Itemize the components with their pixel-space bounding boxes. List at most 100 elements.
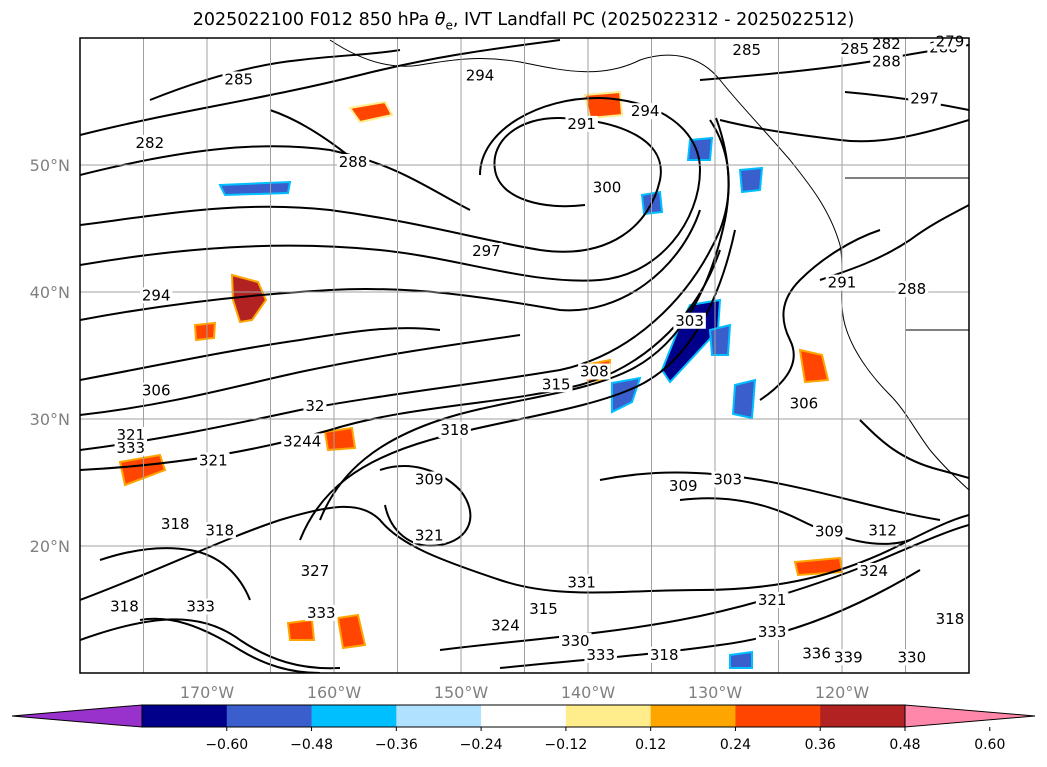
ivt-patch bbox=[348, 100, 394, 124]
colorbar-tick-label: 0.60 bbox=[974, 737, 1005, 753]
plot-area: 2852822942882912943002972943063232443213… bbox=[79, 32, 970, 674]
contour-line bbox=[80, 145, 471, 211]
contour-label-bg bbox=[463, 67, 497, 84]
contour-line bbox=[149, 49, 401, 101]
colorbar-band bbox=[226, 705, 313, 727]
contour-label: 318 bbox=[205, 521, 234, 539]
theta-e-contours bbox=[80, 39, 969, 673]
ivt-patch bbox=[611, 376, 642, 414]
contour-label: 318 bbox=[110, 598, 139, 616]
colorbar-band bbox=[820, 705, 906, 727]
contour-label: 303 bbox=[675, 312, 704, 330]
contour-label: 315 bbox=[542, 375, 571, 393]
colorbar-extend-high bbox=[904, 704, 1036, 728]
contour-label-bg bbox=[222, 71, 255, 88]
contour-line bbox=[379, 465, 472, 547]
contour-label-bg bbox=[825, 274, 859, 291]
longitude-labels: 170°W 160°W 150°W 140°W 130°W 120°W bbox=[180, 683, 870, 702]
colorbar-tick-label: 0.24 bbox=[720, 737, 751, 753]
contour-label: 333 bbox=[586, 646, 615, 664]
contour-label-bg bbox=[813, 523, 846, 540]
colorbar-outline bbox=[141, 704, 906, 728]
contour-label: 336 bbox=[802, 644, 831, 662]
contour-line bbox=[80, 116, 662, 253]
contour-label: 321 bbox=[199, 451, 228, 469]
contour-label-bg bbox=[628, 103, 662, 120]
contour-line bbox=[499, 569, 921, 669]
contour-line bbox=[80, 209, 701, 321]
ivt-patch bbox=[708, 323, 732, 356]
contour-label: 309 bbox=[669, 477, 698, 495]
lat-tick-label: 30°N bbox=[30, 410, 70, 429]
contour-label-bg bbox=[673, 312, 706, 329]
ivt-patch bbox=[738, 166, 764, 194]
contour-label: 294 bbox=[631, 102, 660, 120]
contour-label: 331 bbox=[567, 573, 596, 591]
contour-label: 285 bbox=[840, 40, 869, 58]
contour-label: 294 bbox=[142, 286, 171, 304]
contour-label-bg bbox=[870, 35, 903, 52]
contour-line bbox=[319, 117, 730, 521]
ivt-patch bbox=[798, 348, 830, 384]
title-subscript: e bbox=[445, 18, 453, 33]
contour-label: 321 bbox=[758, 591, 787, 609]
contour-label: 294 bbox=[466, 67, 495, 85]
contour-label-bg bbox=[139, 382, 173, 399]
ivt-patch bbox=[118, 453, 167, 487]
contour-label: 309 bbox=[415, 471, 444, 489]
contour-label: 327 bbox=[301, 562, 330, 580]
contour-label-bg bbox=[197, 452, 230, 469]
ivt-patch bbox=[193, 321, 217, 342]
contour-label: 297 bbox=[910, 90, 939, 108]
contour-label: 291 bbox=[828, 274, 857, 292]
contour-label-bg bbox=[565, 115, 598, 132]
colorbar bbox=[11, 704, 1036, 728]
ivt-patch bbox=[218, 180, 292, 197]
colorbar-band bbox=[142, 705, 228, 727]
contour-label-bg bbox=[298, 562, 332, 579]
colorbar-band bbox=[650, 705, 736, 727]
ivt-patch bbox=[729, 650, 753, 669]
contour-label: 330 bbox=[898, 648, 927, 666]
contour-label-bg bbox=[303, 397, 327, 414]
contour-line bbox=[844, 91, 969, 111]
contour-line bbox=[80, 96, 702, 282]
contour-label: 288 bbox=[898, 280, 927, 298]
colorbar-labels: −0.60 −0.48 −0.36 −0.24 −0.12 0.12 0.24 0.36 0.4… bbox=[205, 727, 1005, 753]
colorbar-extend-low bbox=[11, 704, 143, 728]
contour-label-bg bbox=[857, 562, 890, 579]
contour-label: 288 bbox=[872, 53, 901, 71]
contour-label-bg bbox=[933, 611, 967, 628]
contour-label-bg bbox=[559, 632, 592, 649]
contour-label: 315 bbox=[529, 600, 558, 618]
title-prefix: 2025022100 F012 850 hPa bbox=[192, 10, 435, 30]
contour-label-bg bbox=[647, 646, 681, 663]
contour-label: 333 bbox=[116, 439, 145, 457]
contour-label: 333 bbox=[186, 598, 215, 616]
lat-tick-label: 50°N bbox=[30, 156, 70, 175]
contour-line bbox=[599, 471, 941, 521]
ivt-patch bbox=[286, 618, 316, 641]
contour-labels: 2852822942882912943002972943063232443213… bbox=[108, 32, 967, 666]
colorbar-tick-label: 0.12 bbox=[635, 737, 666, 753]
contour-label-bg bbox=[114, 427, 148, 444]
contour-label: 288 bbox=[339, 153, 368, 171]
colorbar-tick-label: −0.48 bbox=[290, 737, 333, 753]
contour-label-bg bbox=[489, 617, 522, 634]
contour-line bbox=[99, 547, 251, 601]
contour-label: 324 bbox=[491, 617, 520, 635]
contour-label-bg bbox=[470, 242, 503, 259]
contour-label: 318 bbox=[650, 646, 679, 664]
latitude-labels: 20°N 30°N 40°N 50°N bbox=[30, 156, 70, 556]
contour-label-bg bbox=[114, 439, 148, 456]
lon-tick-label: 130°W bbox=[688, 683, 743, 702]
contour-line bbox=[819, 204, 969, 281]
contour-line bbox=[80, 334, 521, 416]
contour-label-bg bbox=[838, 40, 871, 57]
contour-label-bg bbox=[438, 421, 471, 438]
colorbar-tick-label: 0.48 bbox=[889, 737, 920, 753]
contour-label: 303 bbox=[713, 471, 742, 489]
colorbar-band bbox=[481, 705, 567, 727]
contour-label-bg bbox=[108, 598, 141, 615]
colorbar-band bbox=[396, 705, 482, 727]
